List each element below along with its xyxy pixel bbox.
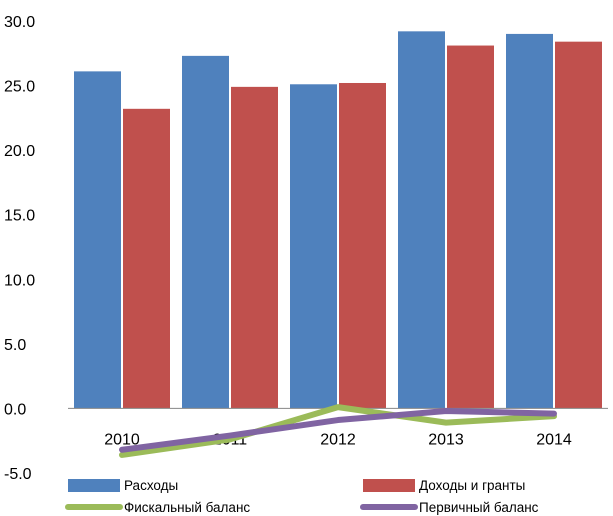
x-tick-label: 2012 <box>320 431 356 448</box>
line-primary-balance <box>119 408 557 453</box>
bar-revenue-2012 <box>339 82 386 409</box>
lines <box>119 404 557 458</box>
legend-label: Расходы <box>124 478 178 493</box>
legend-expenses: Расходы <box>68 478 178 493</box>
legend-swatch <box>363 479 415 492</box>
legend-fiscal-balance: Фискальный баланс <box>65 500 250 515</box>
legend-revenue: Доходы и гранты <box>363 478 525 493</box>
y-tick-label: 25.0 <box>4 79 35 96</box>
legend-swatch <box>68 479 120 492</box>
bar-expenses-2012 <box>290 84 337 409</box>
legend: Расходы Доходы и гранты Фискальный баланс П… <box>65 478 539 515</box>
x-tick-label: 2010 <box>104 431 140 448</box>
y-axis: -5.0 0.0 5.0 10.0 15.0 20.0 25.0 30.0 <box>4 14 35 483</box>
legend-label: Первичный баланс <box>419 500 539 515</box>
bar-expenses-2013 <box>398 31 445 409</box>
bar-expenses-2011 <box>182 55 229 409</box>
bar-revenue-2011 <box>231 86 278 409</box>
y-tick-label: 5.0 <box>4 337 26 354</box>
x-tick-label: 2013 <box>428 431 464 448</box>
y-tick-label: 20.0 <box>4 143 35 160</box>
x-tick-label: 2014 <box>536 431 572 448</box>
legend-primary-balance: Первичный баланс <box>360 500 539 515</box>
legend-label: Фискальный баланс <box>124 500 250 515</box>
bar-revenue-2013 <box>447 45 494 409</box>
legend-label: Доходы и гранты <box>419 478 525 493</box>
line-fiscal-balance <box>119 404 557 458</box>
y-tick-label: -5.0 <box>4 466 32 483</box>
bar-revenue-2010 <box>123 108 170 409</box>
y-tick-label: 0.0 <box>4 401 26 418</box>
y-tick-label: 30.0 <box>4 14 35 31</box>
bars <box>74 31 602 409</box>
bar-expenses-2014 <box>506 33 553 409</box>
y-tick-label: 15.0 <box>4 208 35 225</box>
y-tick-label: 10.0 <box>4 272 35 289</box>
bar-expenses-2010 <box>74 71 121 409</box>
bar-revenue-2014 <box>555 41 602 409</box>
